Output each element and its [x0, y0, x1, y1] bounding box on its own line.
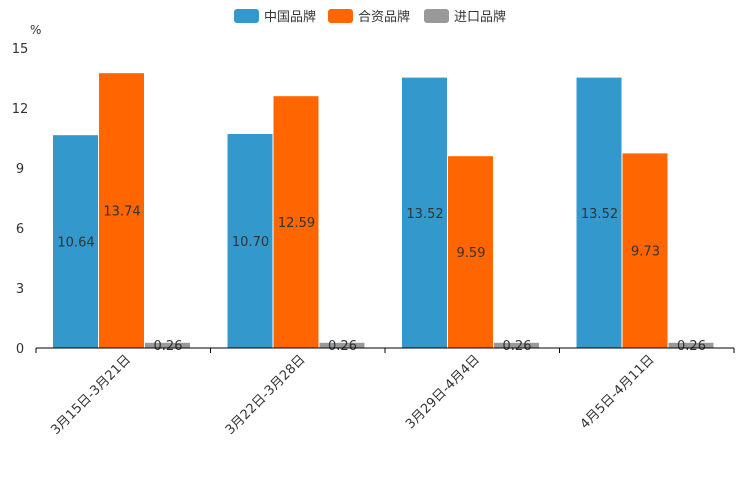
x-axis: 3月15日-3月21日 3月22日-3月28日 3月29日-4月4日 4月5日-4月1…: [35, 347, 735, 438]
x-category-label-1: 3月15日-3月21日: [48, 352, 134, 438]
legend-swatch-2: [328, 9, 353, 23]
bar-series-1-cat-1: [53, 135, 98, 348]
data-label-series-3-cat-4: 0.26: [677, 339, 706, 354]
y-axis: 0 3 6 9 12 15: [12, 42, 29, 357]
bar-series-1-cat-3: [402, 77, 447, 348]
y-tick-label: 6: [16, 222, 24, 237]
data-label-series-1-cat-2: 10.70: [232, 235, 269, 250]
bar-series-1-cat-4: [576, 77, 622, 348]
x-category-label-2: 3月22日-3月28日: [223, 352, 309, 438]
bar-series-3-cat-4: [668, 342, 714, 348]
data-label-series-3-cat-2: 0.26: [328, 339, 357, 354]
y-tick-label: 12: [12, 102, 29, 117]
bar-series-3-cat-2: [319, 342, 365, 348]
bar-series-2-cat-3: [448, 156, 493, 348]
legend-swatch-1: [234, 9, 259, 23]
y-tick-label: 0: [16, 342, 24, 357]
legend-label-3: 进口品牌: [454, 9, 506, 25]
y-tick-label: 15: [12, 42, 29, 57]
legend-label-1: 中国品牌: [264, 9, 316, 25]
y-tick-label: 3: [16, 282, 24, 297]
data-label-series-2-cat-3: 9.59: [457, 246, 486, 261]
legend: 中国品牌 合资品牌 进口品牌: [234, 9, 506, 25]
legend-swatch-3: [424, 9, 449, 23]
data-label-series-2-cat-2: 12.59: [278, 216, 315, 231]
y-tick-label: 9: [16, 162, 24, 177]
x-category-label-4: 4月5日-4月11日: [578, 352, 658, 432]
bar-series-1-cat-2: [227, 134, 273, 348]
bars-group: 10.64 13.74 0.26 10.70 12.59 0.26 13.52 9.59 0.2…: [53, 73, 714, 354]
data-label-series-3-cat-1: 0.26: [154, 339, 183, 354]
data-label-series-2-cat-4: 9.73: [631, 245, 660, 260]
bar-series-2-cat-4: [622, 153, 668, 348]
data-label-series-1-cat-4: 13.52: [581, 207, 618, 222]
data-label-series-1-cat-1: 10.64: [57, 236, 94, 251]
x-category-label-3: 3月29日-4月4日: [403, 352, 483, 432]
bar-series-2-cat-1: [99, 73, 144, 348]
bar-series-3-cat-3: [494, 342, 539, 348]
y-axis-unit-label: %: [30, 23, 41, 37]
data-label-series-3-cat-3: 0.26: [503, 339, 532, 354]
legend-label-2: 合资品牌: [358, 9, 410, 25]
data-label-series-2-cat-1: 13.74: [103, 205, 140, 220]
bar-series-2-cat-2: [273, 96, 319, 348]
data-label-series-1-cat-3: 13.52: [406, 207, 443, 222]
bar-series-3-cat-1: [145, 342, 190, 348]
